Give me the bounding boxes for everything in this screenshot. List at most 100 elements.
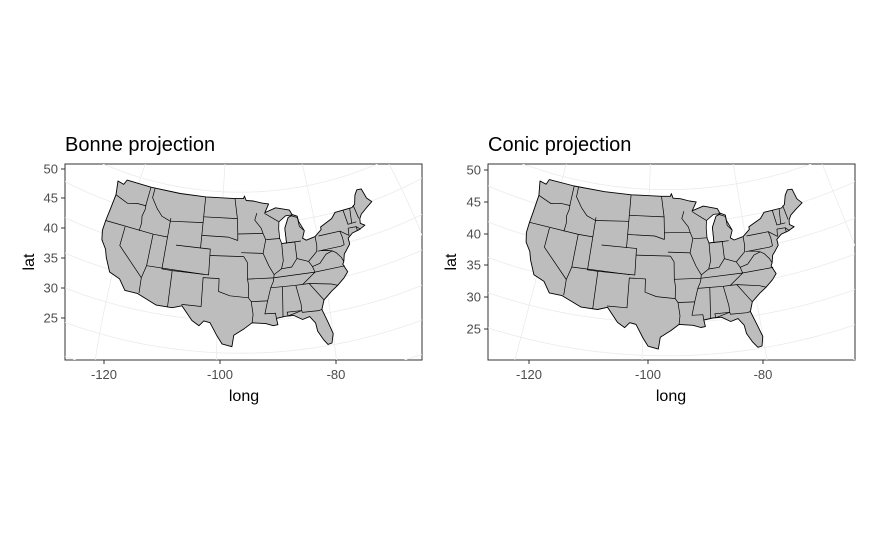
graticule-parallel bbox=[102, 164, 379, 193]
x-tick-label: -80 bbox=[754, 367, 773, 382]
state-border bbox=[768, 231, 778, 237]
state-border bbox=[736, 284, 767, 288]
us-states-map bbox=[525, 179, 803, 350]
state-border bbox=[264, 212, 280, 223]
state-border bbox=[636, 254, 671, 257]
state-border bbox=[529, 221, 593, 238]
y-tick-label: 40 bbox=[467, 227, 481, 242]
state-border bbox=[563, 185, 575, 232]
state-border bbox=[746, 231, 773, 246]
state-border bbox=[697, 272, 743, 289]
state-border bbox=[317, 244, 345, 252]
state-border bbox=[138, 234, 154, 294]
state-border bbox=[749, 250, 773, 264]
state-border bbox=[736, 236, 746, 263]
state-border bbox=[181, 277, 249, 307]
state-border bbox=[284, 215, 304, 244]
state-border bbox=[152, 188, 171, 222]
state-border bbox=[607, 277, 676, 309]
state-border bbox=[115, 194, 147, 207]
state-border bbox=[251, 300, 268, 302]
graticule-parallel bbox=[488, 324, 855, 357]
state-border bbox=[693, 237, 708, 240]
state-border bbox=[270, 271, 316, 289]
y-tick-label: 35 bbox=[467, 258, 481, 273]
state-border bbox=[266, 238, 280, 240]
us-states-map bbox=[101, 179, 373, 348]
state-border bbox=[629, 214, 665, 218]
state-border bbox=[670, 255, 681, 325]
y-tick-label: 45 bbox=[44, 191, 58, 206]
state-border bbox=[715, 311, 730, 319]
x-tick-label: -80 bbox=[327, 367, 346, 382]
state-border bbox=[701, 258, 774, 276]
chart-title: Bonne projection bbox=[65, 134, 215, 156]
state-border bbox=[627, 234, 665, 240]
state-border bbox=[691, 211, 707, 221]
state-border bbox=[745, 245, 773, 253]
state-border bbox=[664, 231, 691, 234]
state-border bbox=[312, 250, 333, 267]
state-border bbox=[309, 283, 338, 286]
state-border bbox=[273, 271, 316, 279]
x-axis-title: long bbox=[229, 388, 259, 405]
state-border bbox=[294, 241, 298, 259]
y-tick-label: 50 bbox=[467, 163, 481, 178]
state-border bbox=[563, 234, 579, 296]
state-border bbox=[138, 187, 152, 231]
state-border bbox=[342, 210, 357, 225]
state-border bbox=[170, 220, 204, 223]
state-border bbox=[308, 236, 318, 262]
x-axis: -120 -100 -80 bbox=[516, 360, 772, 382]
state-border bbox=[201, 235, 238, 241]
x-tick-label: -100 bbox=[207, 367, 233, 382]
state-border bbox=[784, 227, 787, 233]
graticule-parallel bbox=[65, 319, 422, 354]
graticule-parallel bbox=[521, 164, 812, 190]
y-tick-label: 30 bbox=[467, 290, 481, 305]
state-border bbox=[571, 266, 630, 276]
state-border bbox=[282, 286, 284, 317]
state-border bbox=[778, 208, 782, 225]
x-tick-label: -120 bbox=[516, 367, 542, 382]
state-border bbox=[321, 250, 345, 262]
state-border bbox=[146, 265, 204, 275]
state-border bbox=[674, 277, 701, 280]
state-border bbox=[771, 210, 786, 226]
state-border bbox=[782, 205, 789, 220]
y-tick-label: 30 bbox=[44, 281, 58, 296]
state-border bbox=[200, 196, 207, 249]
state-border bbox=[203, 216, 238, 219]
y-tick-label: 50 bbox=[44, 162, 58, 177]
y-tick-label: 25 bbox=[44, 311, 58, 326]
state-border bbox=[538, 195, 571, 206]
y-tick-label: 45 bbox=[467, 195, 481, 210]
state-border bbox=[287, 310, 302, 317]
state-border bbox=[595, 220, 629, 222]
state-border bbox=[677, 301, 695, 303]
y-tick-label: 25 bbox=[467, 322, 481, 337]
state-border bbox=[243, 256, 254, 323]
state-border bbox=[721, 241, 725, 259]
state-border bbox=[355, 226, 358, 232]
state-border bbox=[712, 214, 732, 243]
state-border bbox=[273, 258, 345, 275]
y-axis-title: lat bbox=[443, 253, 460, 270]
x-axis-title: long bbox=[656, 388, 686, 405]
state-border bbox=[237, 233, 264, 235]
y-axis-title: lat bbox=[21, 253, 38, 270]
state-border bbox=[587, 217, 599, 309]
state-border bbox=[247, 277, 274, 280]
x-tick-label: -100 bbox=[635, 367, 661, 382]
map-panel-conic: Conic projection 25 30 35 40 45 50 -120 -100 -8… bbox=[443, 134, 856, 405]
x-axis: -120 -100 -80 bbox=[91, 360, 345, 382]
state-border bbox=[161, 217, 173, 308]
state-border bbox=[776, 229, 778, 237]
state-border bbox=[234, 198, 239, 241]
state-border bbox=[740, 251, 761, 268]
state-border bbox=[301, 309, 323, 313]
y-axis: 25 30 35 40 45 50 bbox=[44, 162, 65, 326]
state-border bbox=[281, 243, 284, 269]
y-axis: 25 30 35 40 45 50 bbox=[467, 163, 488, 337]
